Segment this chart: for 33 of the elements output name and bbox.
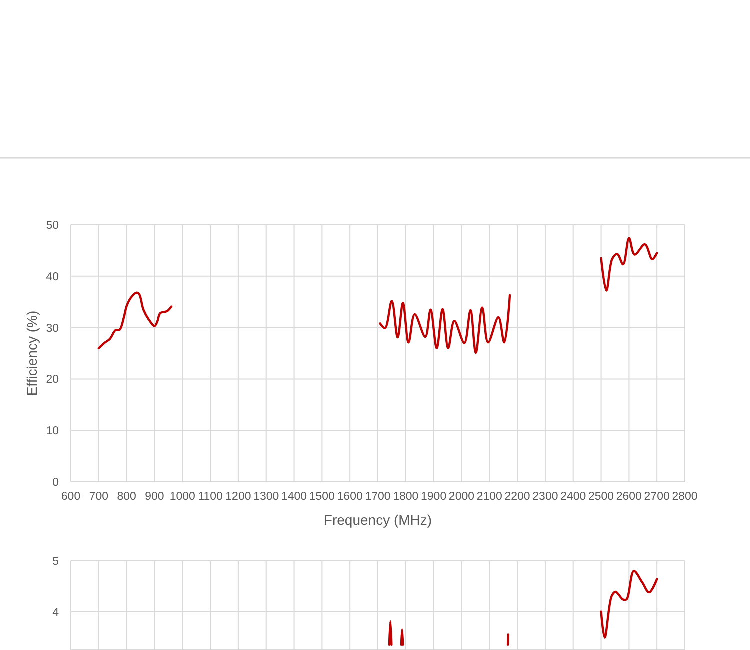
x-tick-label: 2300 (532, 491, 558, 503)
x-tick-label: 2600 (616, 491, 642, 503)
x-tick-label: 1500 (309, 491, 335, 503)
x-tick-label: 1000 (170, 491, 196, 503)
y-tick-label: 20 (46, 374, 59, 386)
y-tick-label: 4 (52, 606, 60, 619)
x-tick-label: 2200 (504, 491, 530, 503)
x-tick-label: 2000 (448, 491, 475, 503)
y-tick-label: 30 (46, 322, 59, 335)
y-tick-label: 50 (46, 220, 59, 232)
x-tick-label: 600 (61, 491, 81, 503)
x-tick-label: 2400 (560, 491, 586, 503)
x-tick-label: 1800 (393, 491, 419, 503)
x-tick-label: 1900 (421, 491, 447, 503)
x-tick-label: 1700 (365, 491, 391, 503)
y-axis-title: Efficiency (%) (24, 310, 40, 396)
x-axis-title: Frequency (MHz) (324, 512, 432, 528)
x-tick-label: 1600 (337, 491, 363, 503)
y-tick-label: 0 (52, 477, 59, 489)
y-tick-label: 10 (46, 426, 59, 438)
x-tick-label: 1300 (254, 491, 280, 503)
x-tick-label: 900 (145, 491, 164, 503)
x-tick-label: 1100 (198, 491, 223, 503)
x-tick-label: 2800 (672, 491, 698, 503)
x-tick-label: 2700 (644, 491, 670, 503)
x-tick-label: 2100 (476, 491, 502, 503)
y-tick-label: 40 (46, 271, 59, 284)
x-tick-label: 800 (117, 491, 136, 503)
x-tick-label: 700 (89, 491, 109, 503)
y-tick-label: 5 (52, 556, 59, 568)
x-tick-label: 1400 (281, 491, 308, 503)
x-tick-label: 1200 (226, 491, 252, 503)
x-tick-label: 2500 (588, 491, 614, 503)
